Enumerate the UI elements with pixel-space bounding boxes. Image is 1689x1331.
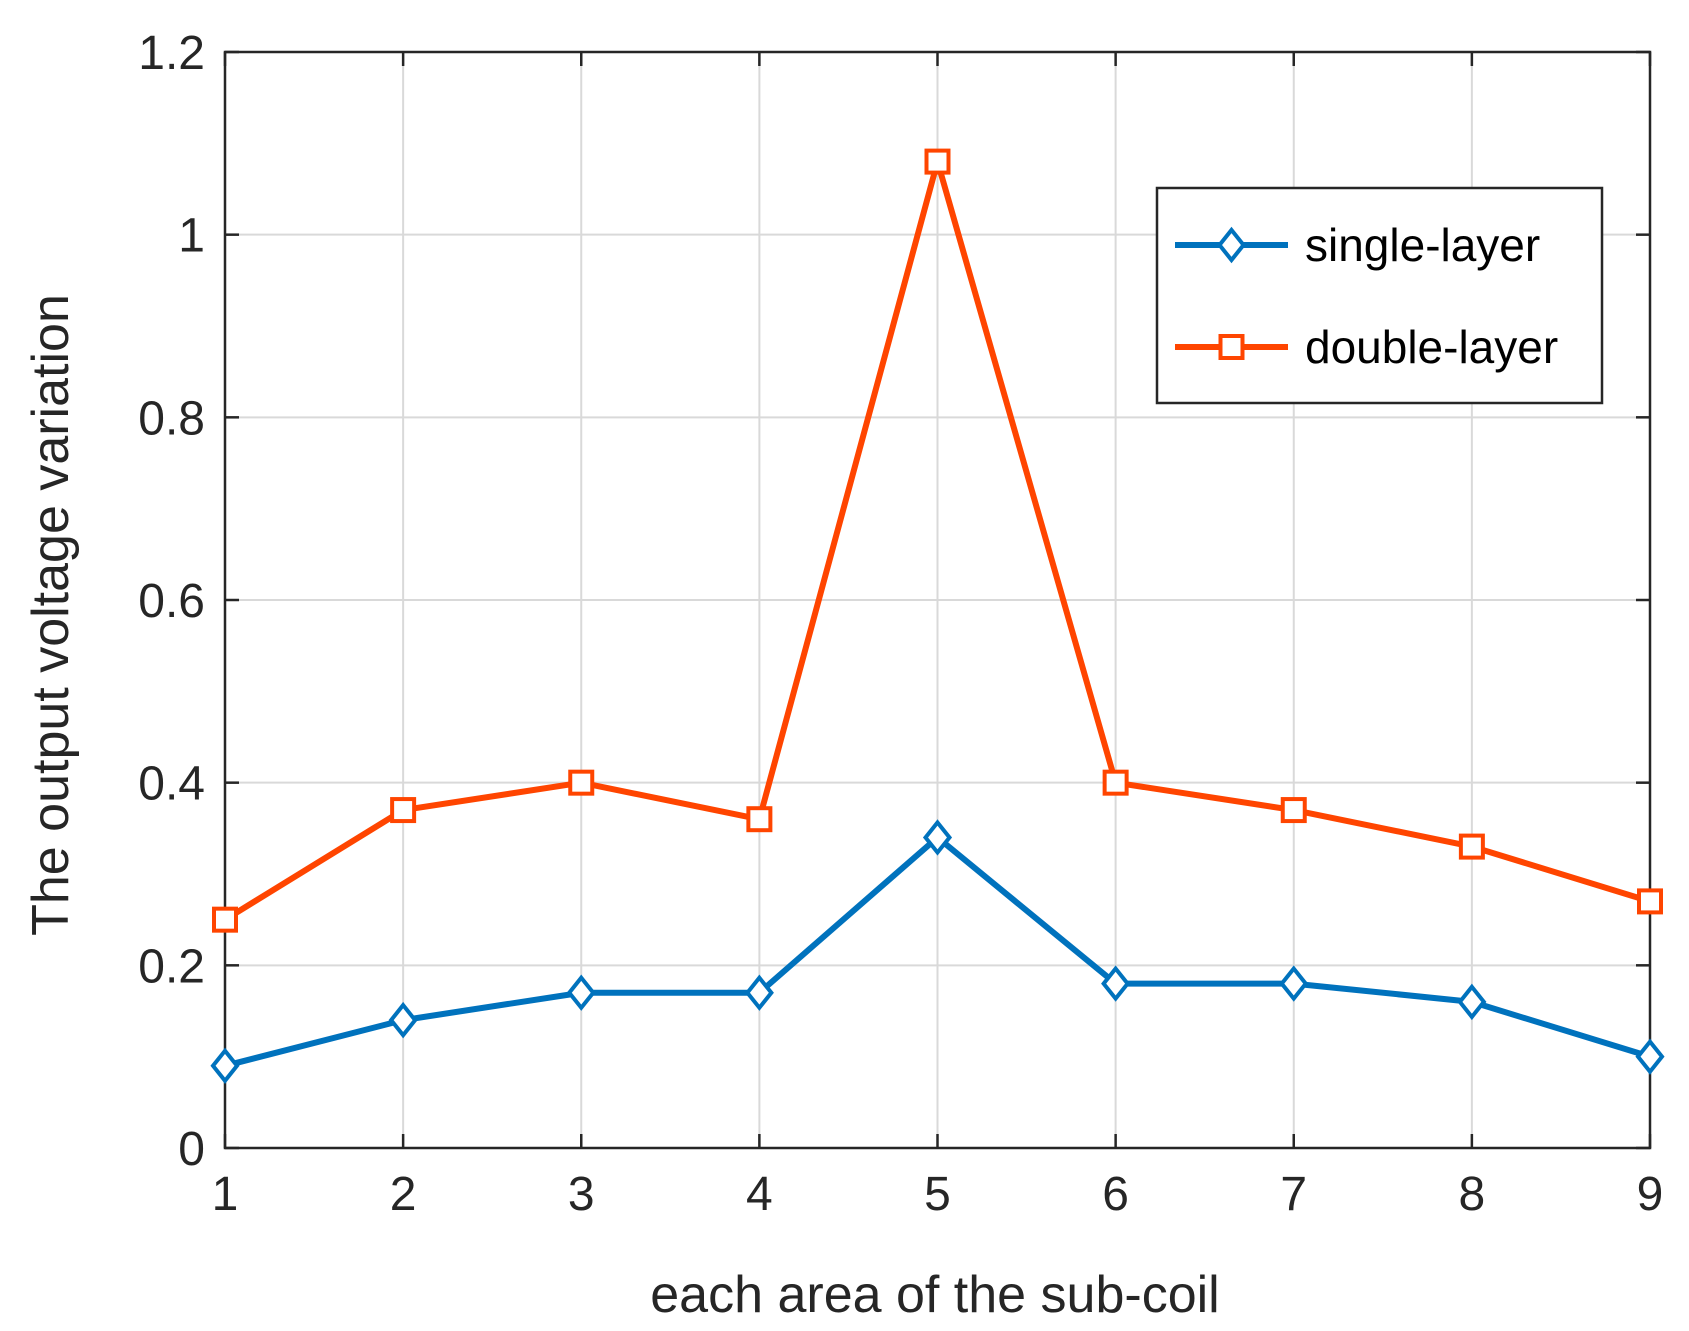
x-tick-label: 5 [924,1168,951,1221]
y-tick-label: 0.4 [138,758,205,811]
axes [223,50,1652,1150]
data-point-double-layer [924,148,951,175]
legend: single-layer double-layer [1155,186,1604,405]
data-point-single-layer [566,974,596,1011]
y-tick-label: 0.6 [138,575,205,628]
x-tick-label: 2 [390,1168,417,1221]
x-tick-label: 6 [1102,1168,1129,1221]
legend-box [1155,186,1604,405]
y-tick-label: 1.2 [138,27,205,80]
y-tick-label: 0 [178,1123,205,1176]
legend-marker-single-layer [1216,226,1247,264]
data-point-double-layer [568,769,595,796]
y-tick-label: 1 [178,210,205,263]
x-tick-label: 9 [1637,1168,1664,1221]
data-point-double-layer [390,797,417,824]
x-axis-label: each area of the sub-coil [650,1266,1219,1324]
x-tick-labels: 1 2 3 4 5 6 7 8 9 [212,1168,1664,1221]
data-point-double-layer [1280,797,1307,824]
x-tick-label: 3 [568,1168,595,1221]
x-tick-label: 4 [746,1168,773,1221]
y-tick-labels: 0 0.2 0.4 0.6 0.8 1 1.2 [138,27,205,1176]
data-point-single-layer [1635,1038,1665,1075]
data-point-single-layer [388,1001,418,1039]
data-point-double-layer [746,806,773,833]
data-point-single-layer [1279,965,1309,1002]
data-point-double-layer [1102,769,1129,796]
legend-label-single-layer: single-layer [1305,219,1540,271]
data-point-double-layer [1637,888,1663,915]
series-lines [210,148,1665,1085]
plot-area-border [223,50,1652,1150]
x-tick-label: 7 [1280,1168,1307,1221]
x-tick-label: 1 [212,1168,239,1221]
y-tick-label: 0.2 [138,940,205,993]
data-point-single-layer [1457,983,1487,1021]
y-axis-label: The output voltage variation [22,294,80,936]
legend-label-double-layer: double-layer [1305,321,1558,373]
data-point-double-layer [1458,833,1485,860]
data-point-single-layer [1101,965,1131,1002]
data-point-single-layer [744,974,774,1011]
x-tick-label: 8 [1459,1168,1486,1221]
data-point-double-layer [212,906,238,933]
y-tick-label: 0.8 [138,392,205,445]
data-point-single-layer [922,819,953,856]
data-point-single-layer [210,1047,240,1085]
legend-marker-double-layer [1218,334,1245,360]
